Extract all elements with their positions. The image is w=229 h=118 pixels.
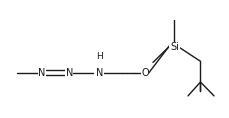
Text: N: N [38,68,46,78]
Text: H: H [96,52,103,61]
Text: N: N [65,68,73,78]
Text: Si: Si [170,42,179,53]
Text: O: O [141,68,149,78]
Text: N: N [96,68,104,78]
